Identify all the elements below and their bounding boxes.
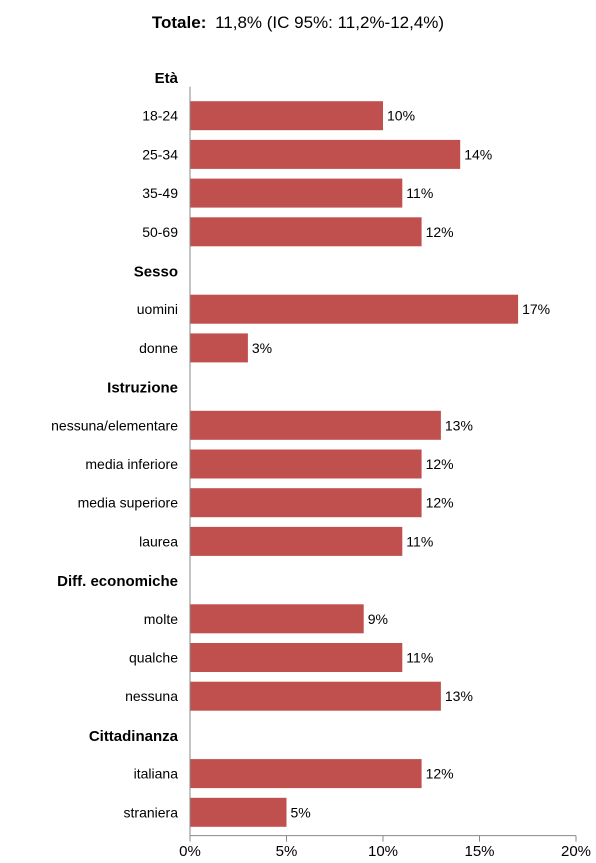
bar (190, 526, 403, 556)
category-label: media superiore (78, 495, 179, 511)
bar (190, 101, 383, 131)
x-tick-label: 15% (464, 843, 494, 860)
data-label: 14% (464, 146, 492, 162)
data-label: 10% (387, 108, 415, 124)
category-label: molte (144, 611, 178, 627)
bar (190, 410, 441, 440)
category-label: 18-24 (142, 108, 178, 124)
category-label: donne (139, 340, 178, 356)
category-label: nessuna (125, 688, 178, 704)
category-label: 25-34 (142, 146, 178, 162)
bar (190, 797, 287, 827)
data-label: 12% (426, 456, 454, 472)
bar (190, 217, 422, 247)
data-label: 17% (522, 301, 550, 317)
category-label: media inferiore (85, 456, 178, 472)
x-tick-label: 0% (179, 843, 201, 860)
category-label: italiana (134, 766, 179, 782)
x-tick-label: 5% (276, 843, 298, 860)
bar (190, 604, 364, 634)
category-label: laurea (139, 533, 178, 549)
category-label: straniera (124, 804, 179, 820)
data-label: 12% (426, 495, 454, 511)
chart-rows: Età 18-24 10% 25-34 14% 35-49 11% 50-69 12% Sesso… (51, 70, 550, 827)
category-label: qualche (129, 650, 178, 666)
bar (190, 139, 461, 169)
data-label: 9% (368, 611, 388, 627)
group-header: Età (155, 70, 179, 87)
data-label: 11% (406, 185, 433, 201)
data-label: 3% (252, 340, 272, 356)
chart-title: Totale: 11,8% (IC 95%: 11,2%-12,4%) (152, 13, 444, 32)
chart-title-value: 11,8% (IC 95%: 11,2%-12,4%) (215, 13, 444, 32)
x-tick-label: 10% (368, 843, 398, 860)
data-label: 12% (426, 766, 454, 782)
data-label: 12% (426, 224, 454, 240)
data-label: 5% (291, 804, 311, 820)
category-label: nessuna/elementare (51, 417, 178, 433)
data-label: 11% (406, 533, 433, 549)
category-label: 50-69 (142, 224, 178, 240)
bar (190, 681, 441, 711)
data-label: 13% (445, 688, 473, 704)
x-axis: 0% 5% 10% 15% 20% (179, 86, 591, 860)
group-header: Istruzione (107, 380, 178, 397)
chart-title-label: Totale: (152, 13, 206, 32)
category-label: 35-49 (142, 185, 178, 201)
data-label: 11% (406, 650, 433, 666)
bar (190, 759, 422, 789)
group-header: Cittadinanza (89, 728, 179, 745)
group-header: Sesso (134, 264, 178, 281)
bar (190, 449, 422, 479)
bar (190, 488, 422, 518)
x-tick-label: 20% (561, 843, 591, 860)
category-label: uomini (137, 301, 178, 317)
data-label: 13% (445, 417, 473, 433)
bar (190, 294, 519, 324)
bar (190, 643, 403, 672)
bar (190, 178, 403, 208)
bar (190, 333, 248, 363)
group-header: Diff. economiche (57, 573, 178, 590)
